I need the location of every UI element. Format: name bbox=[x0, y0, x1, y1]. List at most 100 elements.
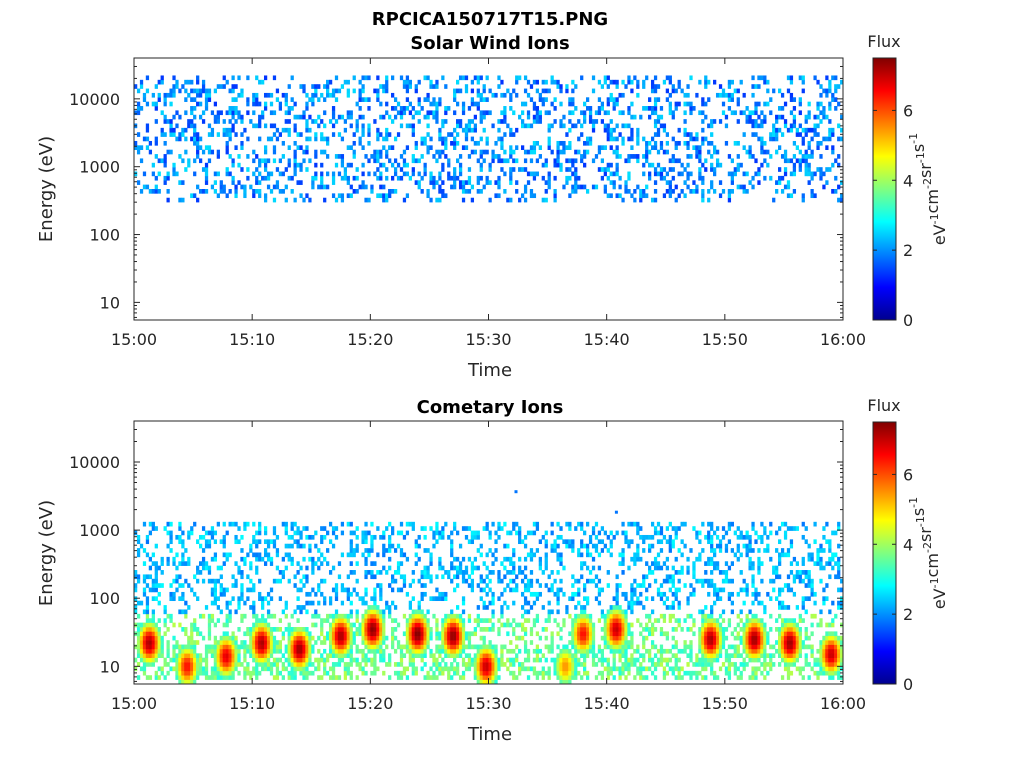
heatmap-cell bbox=[184, 631, 188, 637]
heatmap-cell bbox=[396, 132, 401, 137]
heatmap-cell bbox=[671, 539, 675, 545]
heatmap-cell bbox=[624, 84, 628, 89]
heatmap-cell bbox=[204, 653, 209, 658]
heatmap-cell bbox=[408, 631, 412, 637]
heatmap-cell bbox=[331, 180, 336, 185]
heatmap-cell bbox=[476, 180, 480, 185]
heatmap-cell bbox=[621, 548, 625, 553]
heatmap-cell bbox=[302, 675, 306, 680]
heatmap-cell bbox=[624, 657, 628, 663]
heatmap-cell bbox=[807, 145, 811, 150]
heatmap-cell bbox=[216, 657, 220, 663]
heatmap-cell bbox=[822, 114, 826, 120]
heatmap-cell bbox=[757, 136, 761, 142]
heatmap-cell bbox=[246, 648, 250, 654]
heatmap-cell bbox=[420, 609, 424, 615]
heatmap-cell bbox=[438, 561, 442, 566]
heatmap-cell bbox=[509, 171, 513, 177]
heatmap-cell bbox=[701, 189, 705, 194]
heatmap-cell bbox=[382, 84, 386, 89]
heatmap-cell bbox=[228, 521, 232, 527]
heatmap-cell bbox=[426, 193, 430, 199]
heatmap-cell bbox=[136, 653, 141, 658]
heatmap-cell bbox=[287, 84, 291, 89]
heatmap-cell bbox=[825, 75, 829, 81]
heatmap-cell bbox=[198, 136, 203, 142]
heatmap-cell bbox=[506, 583, 510, 588]
heatmap-cell bbox=[145, 136, 150, 142]
heatmap-cell bbox=[503, 189, 507, 194]
heatmap-cell bbox=[497, 180, 501, 185]
heatmap-cell bbox=[237, 75, 241, 81]
heatmap-cell bbox=[585, 675, 590, 680]
heatmap-cell bbox=[630, 653, 634, 658]
heatmap-cell bbox=[201, 119, 206, 124]
heatmap-cell bbox=[364, 539, 368, 545]
heatmap-cell bbox=[367, 613, 371, 619]
heatmap-cell bbox=[760, 75, 764, 81]
heatmap-cell bbox=[730, 171, 734, 177]
heatmap-cell bbox=[136, 675, 141, 680]
heatmap-cell bbox=[500, 622, 504, 628]
heatmap-cell bbox=[497, 154, 501, 159]
heatmap-cell bbox=[680, 88, 684, 94]
heatmap-cell bbox=[523, 167, 528, 172]
heatmap-cell bbox=[134, 587, 138, 593]
panel-cometary: Cometary Ions 15:00 15:10 15:20 15:30 15:40 1… bbox=[36, 396, 949, 745]
heatmap-cell bbox=[583, 119, 587, 124]
heatmap-cell bbox=[730, 97, 734, 102]
heatmap-cell bbox=[190, 88, 194, 94]
heatmap-cell bbox=[648, 106, 652, 111]
heatmap-cell bbox=[435, 197, 439, 203]
heatmap-cell bbox=[216, 110, 220, 116]
heatmap-cell bbox=[506, 648, 510, 654]
heatmap-cell bbox=[160, 653, 164, 658]
heatmap-cell bbox=[225, 79, 229, 85]
heatmap-cell bbox=[396, 644, 401, 650]
heatmap-cell bbox=[166, 644, 170, 650]
heatmap-cell bbox=[299, 605, 303, 610]
heatmap-cell bbox=[284, 167, 288, 172]
heatmap-cell bbox=[648, 175, 652, 181]
heatmap-cell bbox=[181, 596, 185, 602]
heatmap-cell bbox=[367, 127, 371, 133]
heatmap-cell bbox=[370, 189, 374, 194]
heatmap-cell bbox=[411, 123, 415, 129]
heatmap-cell bbox=[352, 149, 356, 155]
heatmap-cell bbox=[772, 123, 776, 129]
heatmap-cell bbox=[659, 583, 664, 588]
heatmap-cell bbox=[745, 149, 749, 155]
heatmap-cell bbox=[538, 556, 542, 562]
heatmap-cell bbox=[435, 574, 439, 580]
heatmap-cell bbox=[482, 526, 486, 531]
heatmap-cell bbox=[157, 666, 161, 672]
heatmap-cell bbox=[580, 627, 584, 632]
heatmap-cell bbox=[801, 136, 805, 142]
heatmap-cell bbox=[588, 140, 593, 146]
heatmap-cell bbox=[526, 648, 531, 654]
heatmap-cell bbox=[178, 679, 182, 685]
heatmap-cell bbox=[580, 622, 584, 628]
heatmap-cell bbox=[340, 618, 345, 623]
heatmap-cell bbox=[559, 587, 563, 593]
heatmap-cell bbox=[261, 635, 265, 641]
heatmap-cell bbox=[219, 644, 223, 650]
heatmap-cell bbox=[198, 543, 203, 549]
heatmap-cell bbox=[222, 132, 226, 137]
heatmap-cell bbox=[491, 653, 495, 658]
heatmap-cell bbox=[423, 565, 427, 571]
heatmap-cell bbox=[178, 114, 182, 120]
heatmap-cell bbox=[287, 653, 291, 658]
heatmap-cell bbox=[751, 84, 755, 89]
heatmap-cell bbox=[609, 605, 613, 610]
heatmap-cell bbox=[346, 110, 350, 116]
heatmap-cell bbox=[503, 622, 507, 628]
heatmap-cell bbox=[228, 552, 232, 558]
heatmap-cell bbox=[193, 591, 197, 597]
heatmap-cell bbox=[464, 180, 469, 185]
heatmap-cell bbox=[618, 675, 622, 680]
heatmap-cell bbox=[497, 175, 501, 181]
heatmap-cell bbox=[258, 189, 262, 194]
heatmap-cell bbox=[255, 666, 259, 672]
heatmap-cell bbox=[603, 622, 607, 628]
